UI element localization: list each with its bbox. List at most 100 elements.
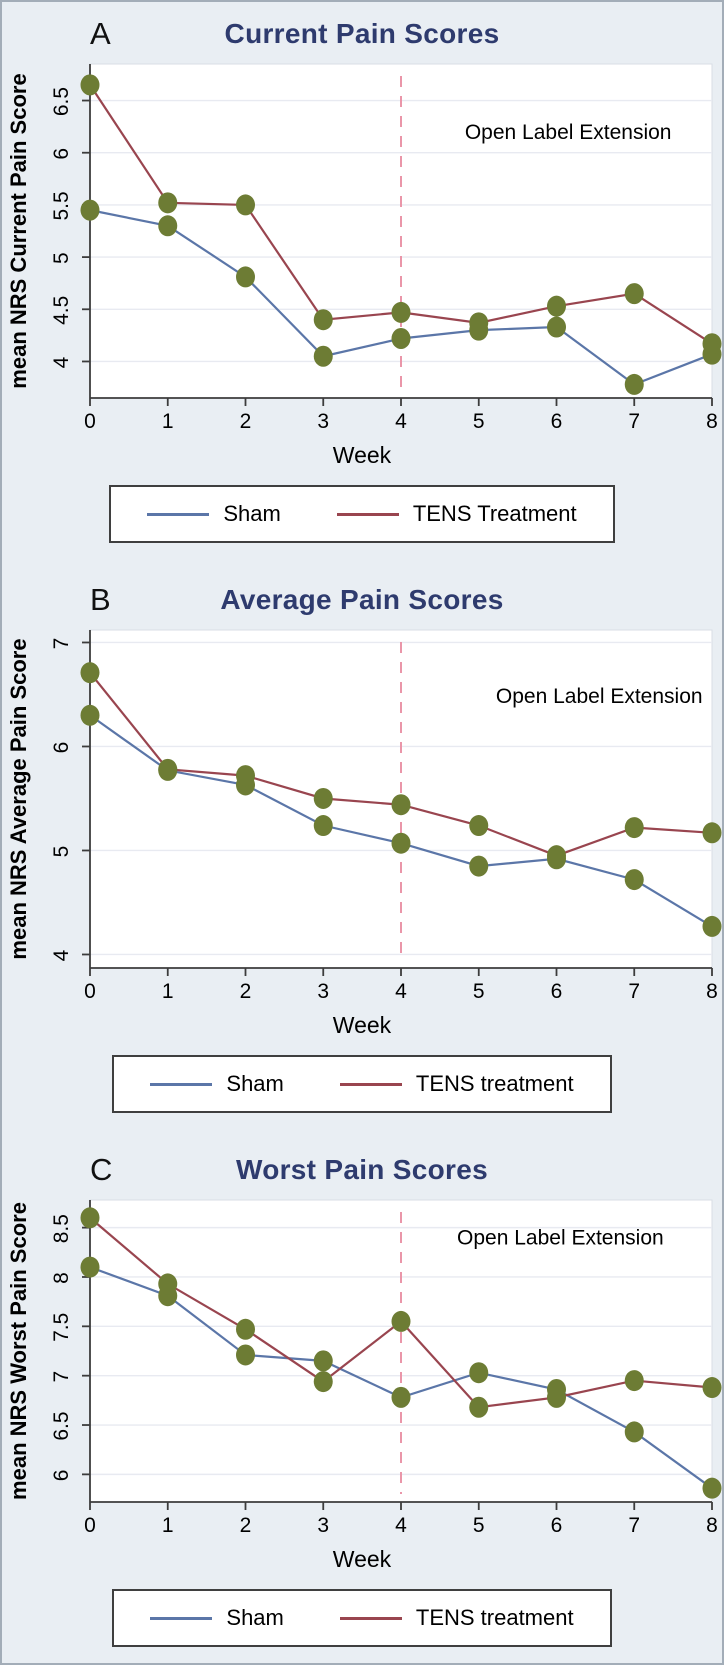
data-point-marker (80, 199, 100, 221)
data-point-marker (547, 316, 566, 338)
y-tick-label: 8.5 (50, 1214, 73, 1243)
x-tick-label: 1 (162, 410, 174, 433)
data-point-marker (236, 194, 255, 216)
y-tick-label: 4 (50, 949, 73, 961)
x-tick-label: 8 (706, 410, 718, 433)
x-tick-label: 5 (473, 410, 485, 433)
data-point-marker (158, 758, 178, 780)
data-point-marker (391, 301, 411, 323)
panel-current-pain-scores: A Current Pain Scores 4 4.5 5 5.5 6 6.5 0 1 2 3 4 5… (2, 12, 722, 543)
panel-letter: B (90, 582, 111, 617)
data-point-marker (80, 704, 100, 726)
y-tick-label: 7.5 (50, 1313, 73, 1342)
data-point-marker (313, 787, 333, 809)
panel-worst-pain-scores: C Worst Pain Scores 6 6.5 7 7.5 8 8.5 0 1 2 3 4 5 6 7… (2, 1148, 722, 1647)
sham-line-swatch (147, 512, 210, 516)
y-tick-label: 4.5 (50, 296, 73, 325)
data-point-marker (391, 1310, 411, 1332)
y-tick-label: 7 (50, 1371, 73, 1383)
data-point-marker (158, 1273, 178, 1295)
data-point-marker (391, 794, 411, 816)
data-point-marker (313, 815, 333, 837)
x-axis-title: Week (332, 1546, 392, 1572)
data-point-marker (702, 1477, 722, 1499)
tens-line-swatch (339, 1082, 402, 1086)
y-tick-label: 6 (50, 148, 73, 160)
data-point-marker (313, 1371, 333, 1393)
data-point-marker (80, 1256, 100, 1278)
data-point-marker (236, 765, 255, 787)
legend-entry-tens: TENS Treatment (336, 501, 577, 527)
x-tick-label: 4 (395, 1514, 407, 1537)
x-tick-label: 2 (240, 410, 252, 433)
data-point-marker (702, 915, 722, 937)
panel-header: B Average Pain Scores (2, 578, 722, 622)
data-point-marker (391, 832, 411, 854)
panel-header: C Worst Pain Scores (2, 1148, 722, 1192)
x-tick-label: 5 (473, 1514, 485, 1537)
y-tick-label: 6.5 (50, 1411, 73, 1440)
data-point-marker (80, 662, 100, 684)
legend: Sham TENS treatment (112, 1589, 612, 1647)
data-point-marker (469, 855, 489, 877)
data-point-marker (624, 373, 644, 395)
data-point-marker (391, 1386, 411, 1408)
x-tick-label: 2 (240, 1514, 252, 1537)
open-label-extension-annotation: Open Label Extension (465, 121, 672, 144)
open-label-extension-annotation: Open Label Extension (457, 1226, 664, 1249)
x-tick-label: 3 (317, 1514, 329, 1537)
data-point-marker (236, 1344, 255, 1366)
y-tick-label: 6 (50, 1470, 73, 1482)
average-pain-chart: 4 5 6 7 0 1 2 3 4 5 6 7 8 mean NRS Average Pain Score… (6, 629, 722, 1003)
x-tick-label: 0 (84, 410, 96, 433)
x-tick-label: 6 (551, 410, 563, 433)
panel-title: Worst Pain Scores (235, 1154, 488, 1185)
legend-label-tens: TENS treatment (415, 1071, 574, 1096)
data-point-marker (547, 845, 566, 867)
data-point-marker (469, 815, 489, 837)
x-tick-label: 0 (84, 980, 96, 1003)
x-tick-label: 0 (84, 1514, 96, 1537)
x-tick-label: 4 (395, 410, 407, 433)
sham-line-swatch (150, 1616, 213, 1620)
panel-title: Average Pain Scores (220, 584, 504, 615)
legend-label-tens: TENS Treatment (412, 501, 577, 526)
panel-title: Current Pain Scores (224, 18, 500, 49)
data-point-marker (236, 266, 255, 288)
legend-entry-sham: Sham (147, 501, 281, 527)
y-tick-label: 4 (50, 356, 73, 368)
data-point-marker (702, 822, 722, 844)
y-tick-label: 5.5 (50, 191, 73, 220)
data-point-marker (547, 295, 566, 317)
current-pain-chart: 4 4.5 5 5.5 6 6.5 0 1 2 3 4 5 6 7 8 mean NRS Current Pa… (6, 63, 722, 433)
data-point-marker (313, 1350, 333, 1372)
x-tick-label: 2 (240, 980, 252, 1003)
data-point-marker (158, 215, 178, 237)
worst-pain-chart: 6 6.5 7 7.5 8 8.5 0 1 2 3 4 5 6 7 8 mean NRS Worst Pain… (6, 1199, 722, 1537)
y-tick-label: 5 (50, 846, 73, 858)
legend-entry-sham: Sham (150, 1605, 284, 1631)
data-point-marker (624, 817, 644, 839)
y-axis-title: mean NRS Worst Pain Score (6, 1202, 31, 1500)
x-tick-label: 7 (628, 980, 640, 1003)
x-tick-label: 7 (628, 1514, 640, 1537)
data-point-marker (158, 192, 178, 214)
x-tick-label: 8 (706, 1514, 718, 1537)
legend: Sham TENS Treatment (109, 485, 615, 543)
legend-entry-sham: Sham (150, 1071, 284, 1097)
y-tick-label: 7 (50, 638, 73, 650)
x-tick-label: 4 (395, 980, 407, 1003)
open-label-extension-annotation: Open Label Extension (496, 685, 703, 708)
x-tick-label: 1 (162, 1514, 174, 1537)
data-point-marker (624, 869, 644, 891)
legend-label-sham: Sham (223, 501, 281, 526)
data-point-marker (702, 333, 722, 355)
x-tick-label: 6 (551, 1514, 563, 1537)
x-tick-label: 6 (551, 980, 563, 1003)
y-axis-title: mean NRS Current Pain Score (6, 73, 31, 388)
data-point-marker (313, 345, 333, 367)
data-point-marker (469, 312, 489, 334)
panel-letter: C (90, 1152, 113, 1187)
x-tick-label: 8 (706, 980, 718, 1003)
